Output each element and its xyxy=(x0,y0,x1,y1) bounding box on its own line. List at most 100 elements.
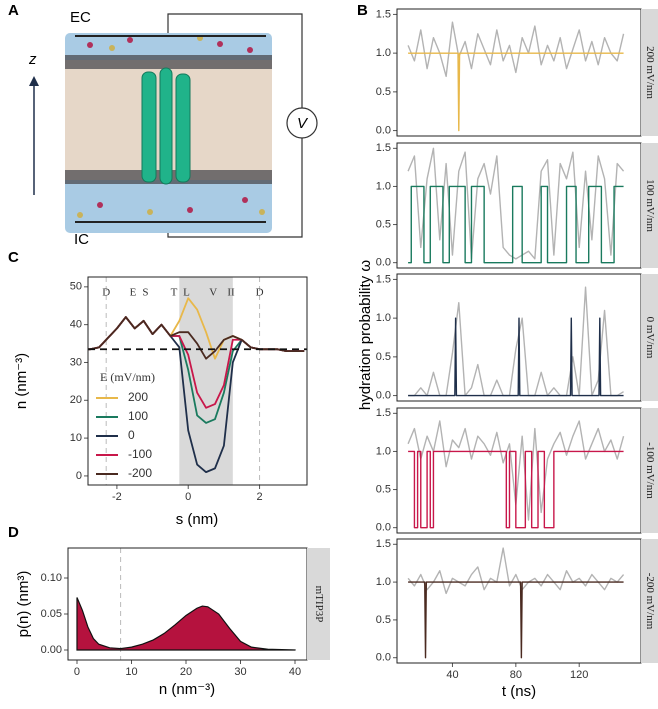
legend-label: -200 xyxy=(128,466,152,480)
strip xyxy=(641,408,658,533)
panel-label: D xyxy=(8,524,19,541)
series-line xyxy=(408,450,624,529)
y-axis-label: n (nm⁻³) xyxy=(13,353,30,409)
series-line xyxy=(408,185,624,264)
x-axis-label: n (nm⁻³) xyxy=(159,681,215,698)
arrow-head xyxy=(29,76,39,86)
x-tick-label: 20 xyxy=(180,666,192,678)
y-tick-label: 1.5 xyxy=(376,142,391,154)
y-tick-label: 1.0 xyxy=(376,445,391,457)
bottom-label: IC xyxy=(74,231,89,248)
y-axis-label: p(n) (nm³) xyxy=(15,571,32,638)
x-tick-label: 2 xyxy=(256,491,262,503)
legend-label: 0 xyxy=(128,428,135,442)
y-tick-label: 0.5 xyxy=(376,483,391,495)
y-tick-label: 1.5 xyxy=(376,8,391,20)
plot-content xyxy=(408,286,624,397)
legend-label: 200 xyxy=(128,390,148,404)
top-label: EC xyxy=(70,9,91,26)
panel-label: A xyxy=(8,2,19,19)
plot-content xyxy=(407,420,625,529)
plot-area xyxy=(397,143,641,268)
x-tick-label: 40 xyxy=(446,669,458,681)
plot-content xyxy=(76,548,296,660)
plot-content xyxy=(88,277,307,485)
y-tick-label: 1.0 xyxy=(376,180,391,192)
region-label: E xyxy=(130,287,137,299)
x-tick-label: 40 xyxy=(289,666,301,678)
plot-area xyxy=(397,9,641,136)
x-tick-label: 0 xyxy=(74,666,80,678)
y-tick-label: 10 xyxy=(70,432,82,444)
plot-frame xyxy=(87,276,308,486)
x-tick-label: 0 xyxy=(185,491,191,503)
plot-content xyxy=(407,547,625,659)
strip xyxy=(641,143,658,268)
x-tick-label: 10 xyxy=(125,666,137,678)
y-tick-label: 20 xyxy=(70,394,82,406)
x-tick-label: 120 xyxy=(570,669,588,681)
plot-content xyxy=(407,21,625,132)
x-tick-label: -2 xyxy=(112,491,122,503)
region-label: S xyxy=(142,287,148,299)
schematic: EC IC z V xyxy=(28,9,318,248)
y-tick-label: 0 xyxy=(76,470,82,482)
source-label: V xyxy=(297,115,309,132)
strip xyxy=(641,9,658,136)
headgroups xyxy=(65,55,272,69)
strip-label: -200 mV/nm xyxy=(644,573,656,630)
area xyxy=(76,597,296,651)
legend-label: -100 xyxy=(128,447,152,461)
x-tick-label: 80 xyxy=(510,669,522,681)
y-tick-label: 30 xyxy=(70,356,82,368)
y-tick-label: 0.0 xyxy=(376,124,391,136)
y-tick-label: 0.00 xyxy=(41,644,62,656)
strip xyxy=(307,548,330,660)
wire xyxy=(167,13,303,108)
series-line xyxy=(408,317,624,397)
helices xyxy=(141,67,191,185)
series-line xyxy=(408,52,624,132)
y-tick-label: 1.5 xyxy=(376,273,391,285)
plot-content xyxy=(407,147,625,264)
y-tick-label: 50 xyxy=(70,281,82,293)
region-label: II xyxy=(227,287,235,299)
series-line xyxy=(88,316,305,360)
region-label: V xyxy=(209,287,217,299)
y-tick-label: 1.0 xyxy=(376,312,391,324)
region-label: D xyxy=(102,287,110,299)
y-tick-label: 40 xyxy=(70,319,82,331)
y-tick-label: 0.0 xyxy=(376,652,391,664)
y-tick-label: 0.0 xyxy=(376,522,391,534)
strip-label: 200 mV/nm xyxy=(644,46,656,99)
x-tick-label: 30 xyxy=(234,666,246,678)
y-tick-label: 0.0 xyxy=(376,389,391,401)
ions xyxy=(77,35,265,218)
strip-label: mTIP3P xyxy=(313,586,325,623)
y-tick-label: 1.0 xyxy=(376,47,391,59)
panel-label: B xyxy=(357,2,368,19)
strip-label: 100 mV/nm xyxy=(644,179,656,232)
y-tick-label: 0.5 xyxy=(376,351,391,363)
strip-label: 0 mV/nm xyxy=(644,317,656,359)
strip xyxy=(641,274,658,401)
region-label: T xyxy=(171,287,178,299)
legend-label: 100 xyxy=(128,409,148,423)
y-tick-label: 1.5 xyxy=(376,538,391,550)
y-tick-label: 0.5 xyxy=(376,86,391,98)
panel-label: C xyxy=(8,249,19,266)
ions xyxy=(87,37,253,213)
y-axis-label: hydration probability ω xyxy=(357,260,374,410)
region-label: L xyxy=(183,287,190,299)
series-line xyxy=(407,147,625,260)
x-axis-label: s (nm) xyxy=(176,511,219,528)
y-tick-label: 0.05 xyxy=(41,608,62,620)
region-label: D xyxy=(256,287,264,299)
y-tick-label: 1.5 xyxy=(376,407,391,419)
x-axis-label: t (ns) xyxy=(502,683,536,700)
y-tick-label: 0.10 xyxy=(41,572,62,584)
series-line xyxy=(408,581,624,659)
